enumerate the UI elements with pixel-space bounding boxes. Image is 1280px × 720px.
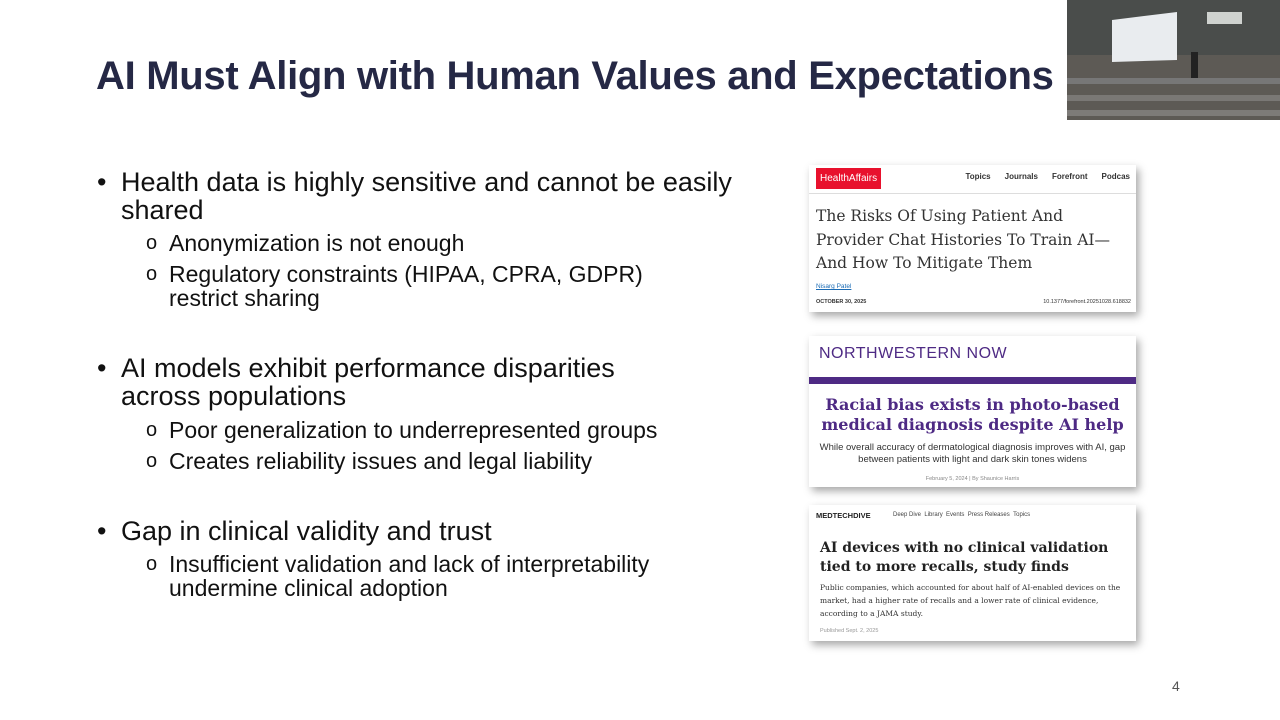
sub-bullet: Regulatory constraints (HIPAA, CPRA, GDP… [146,262,709,310]
nav-item[interactable]: Forefront [1051,172,1088,181]
sub-bullet: Poor generalization to underrepresented … [146,418,749,442]
nav-item[interactable]: Library [924,512,943,518]
nav: Deep Dive Library Events Press Releases … [893,512,1030,518]
summary: Public companies, which accounted for ab… [820,583,1121,618]
headline[interactable]: AI devices with no clinical validation t… [820,540,1109,575]
logo: MEDTECHDIVE [816,511,871,520]
desk-row [1067,95,1280,101]
date: OCTOBER 30, 2025 [816,299,867,305]
webcam-image [1067,0,1280,120]
nav: Topics Journals Forefront Podcas [951,172,1130,181]
bullet: Gap in clinical validity and trust [97,517,741,545]
webcam-inset [1067,0,1280,120]
nav-item[interactable]: Events [946,512,965,518]
bullet: Health data is highly sensitive and cann… [97,168,741,224]
presenter [1191,52,1198,80]
nav-item[interactable]: Press Releases [967,512,1010,518]
headline[interactable]: The Risks Of Using Patient And Provider … [816,207,1111,272]
banner-bar [809,377,1136,384]
sub-bullet: Insufficient validation and lack of inte… [146,552,729,600]
doi: 10.1377/forefront.20251028.618832 [1043,299,1131,305]
nav-item[interactable]: Deep Dive [893,512,922,518]
projection-screen [1112,12,1177,62]
logo: HealthAffairs [816,168,882,189]
nav-item[interactable]: Journals [1004,172,1038,181]
article-card: HealthAffairs Topics Journals Forefront Pod… [809,165,1136,312]
nav-item[interactable]: Topics [1013,512,1031,518]
bullet: AI models exhibit performance disparitie… [97,354,701,410]
headline[interactable]: Racial bias exists in photo-based medica… [821,395,1124,434]
desk-row [1067,78,1280,84]
divider [809,193,1136,194]
nav-item[interactable]: Podcas [1101,172,1130,181]
article-card: NORTHWESTERN NOW Racial bias exists in p… [809,336,1136,487]
sub-bullet: Anonymization is not enough [146,231,749,255]
summary: While overall accuracy of dermatological… [819,442,1126,465]
byline: February 5, 2024 | By Shaunice Harris [925,476,1020,482]
date: Published Sept. 2, 2025 [820,628,879,634]
sub-bullet: Creates reliability issues and legal lia… [146,449,749,473]
logo: NORTHWESTERN NOW [819,345,1008,362]
author[interactable]: Nisarg Patel [816,283,852,290]
slide-title: AI Must Align with Human Values and Expe… [96,54,1054,98]
desk-row [1067,110,1280,116]
floor [1067,55,1280,120]
nav-item[interactable]: Topics [965,172,991,181]
page-number: 4 [1172,678,1180,694]
wall-panel [1207,12,1242,24]
article-card: MEDTECHDIVE Deep Dive Library Events Pre… [809,505,1136,641]
